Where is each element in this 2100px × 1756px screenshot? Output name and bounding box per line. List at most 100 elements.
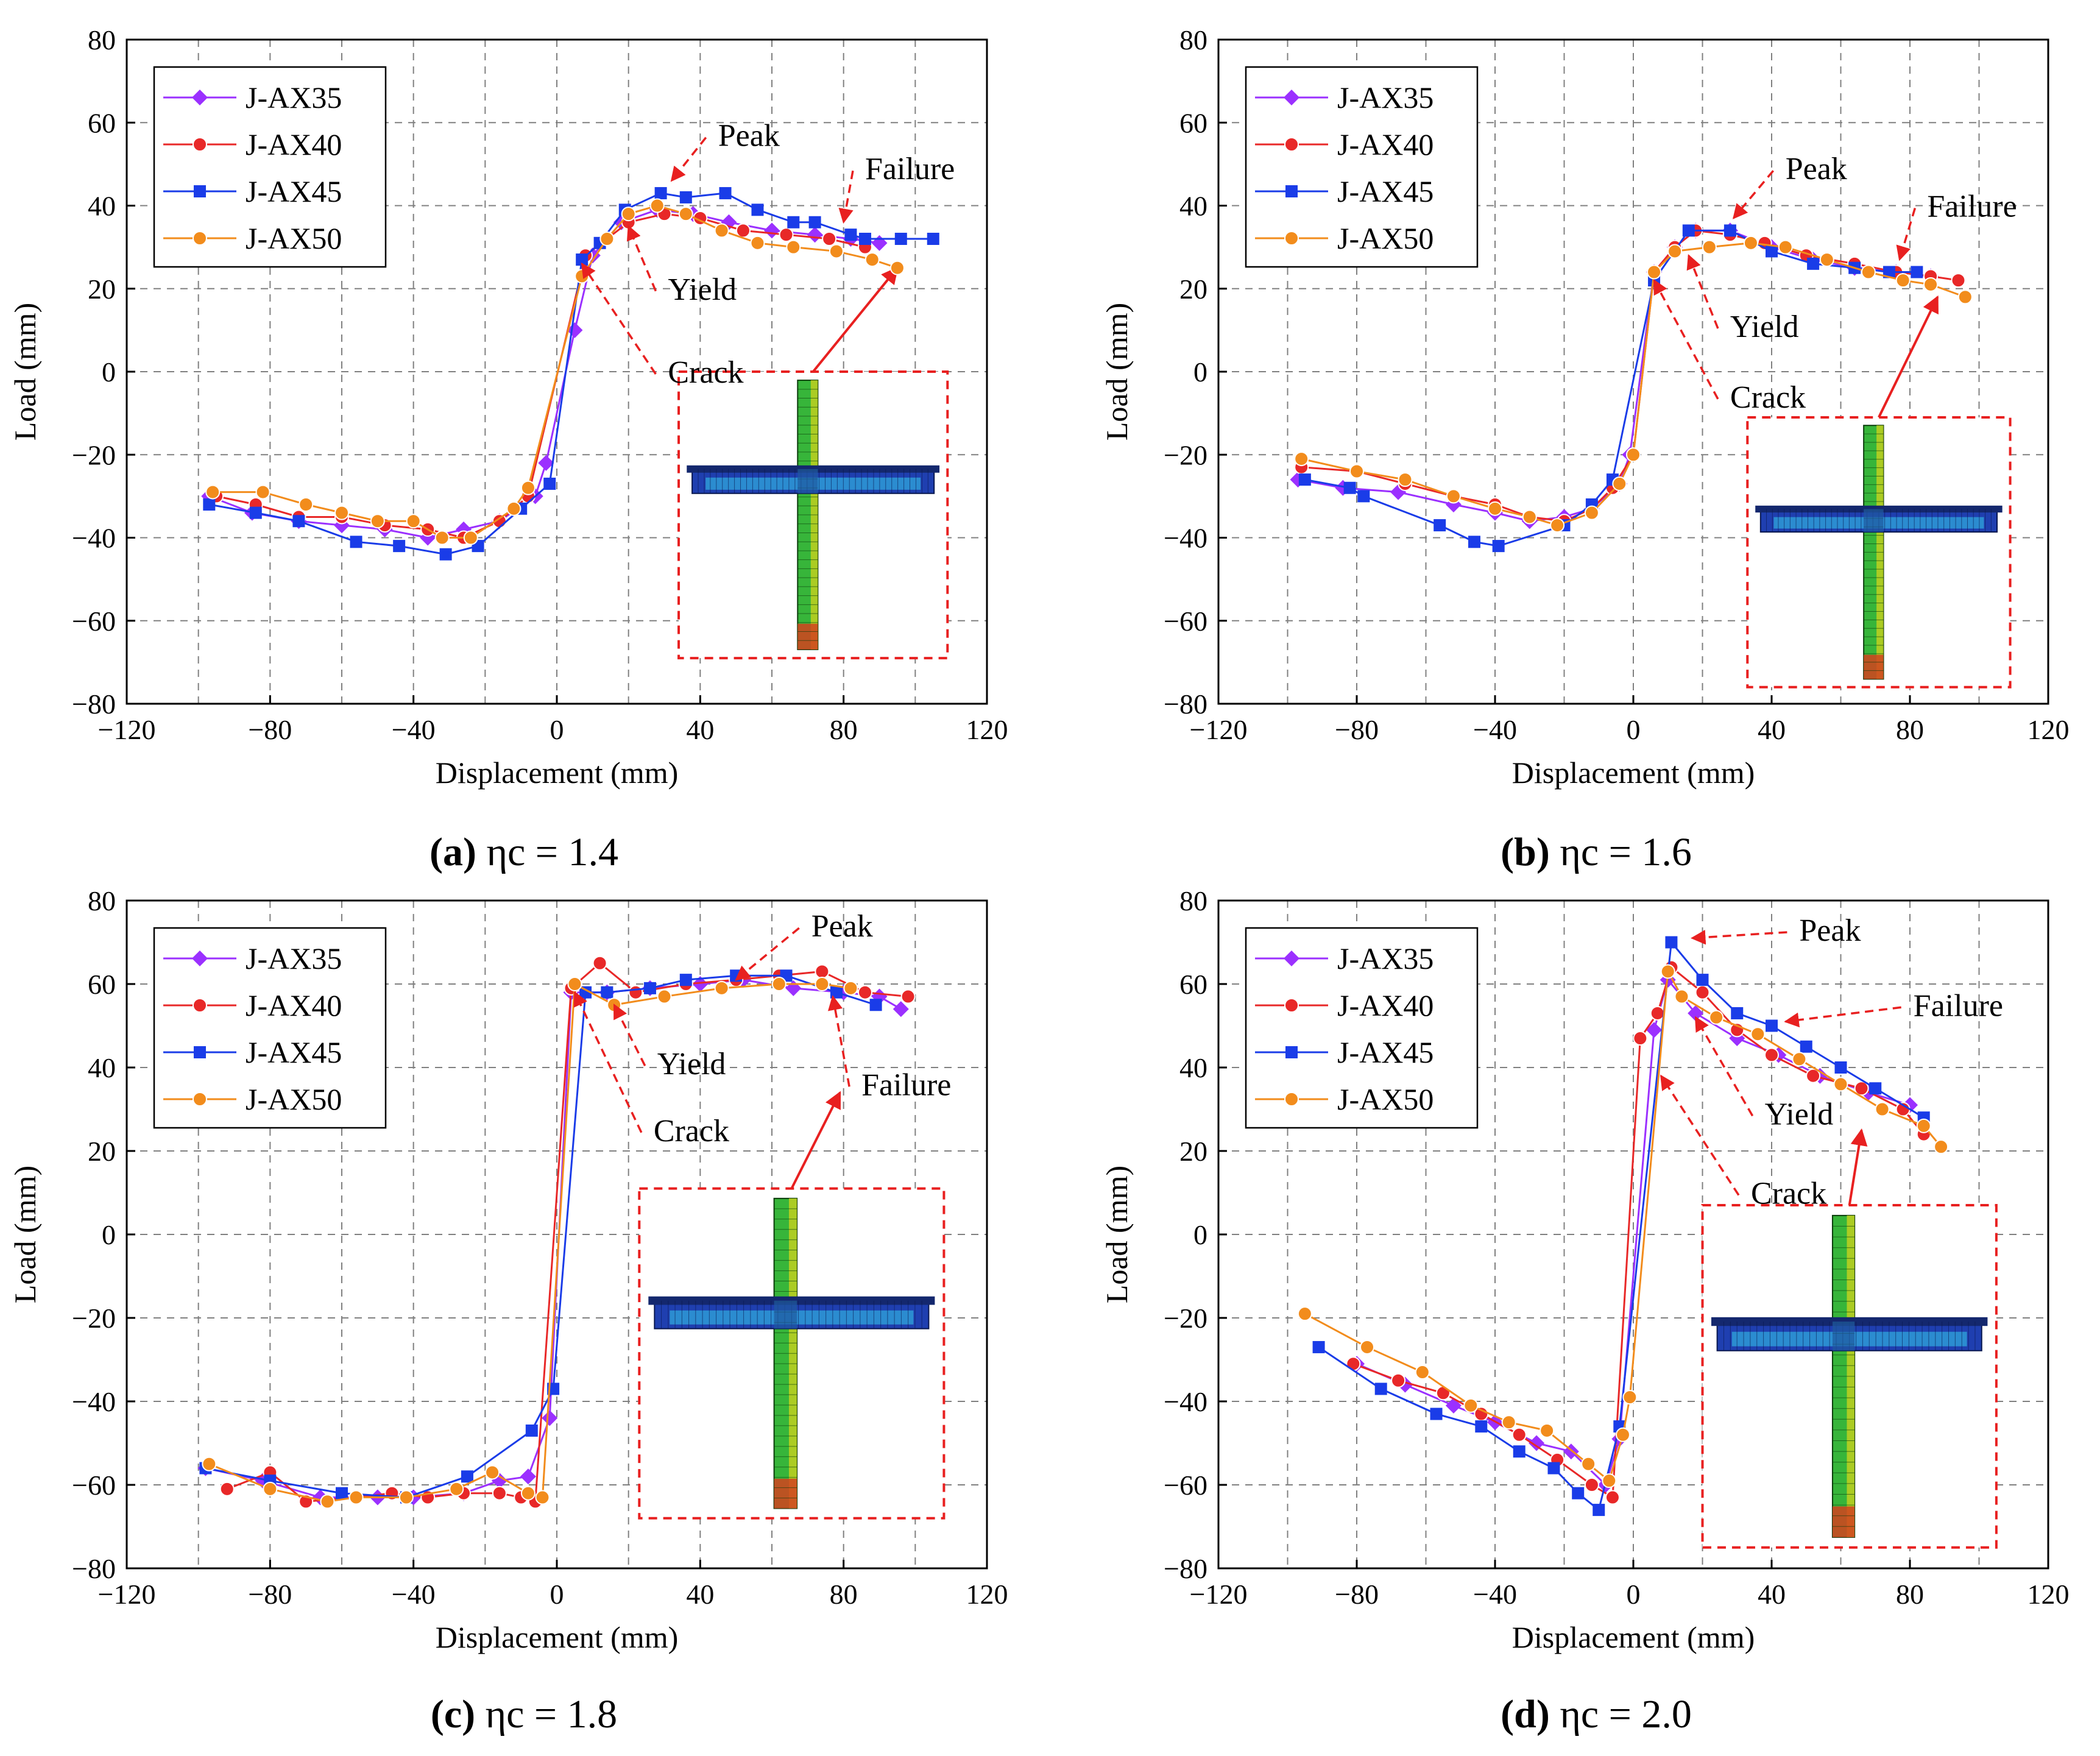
series-line-J-AX50 (208, 982, 851, 1503)
x-tick-label: 40 (1758, 1579, 1786, 1610)
series-J-AX50 (1297, 964, 1949, 1489)
data-point-J-AX50 (1667, 244, 1683, 259)
annotation-yield: Yield (626, 225, 737, 307)
x-tick-label: 0 (550, 1579, 564, 1610)
data-point-J-AX40 (1435, 1386, 1451, 1401)
data-point-J-AX45 (1800, 1040, 1812, 1053)
data-point-J-AX45 (1682, 224, 1695, 237)
data-point-J-AX50 (599, 232, 615, 246)
data-point-J-AX50 (299, 497, 314, 512)
caption-text: ηc = 1.4 (476, 830, 618, 874)
x-tick-label: 0 (1627, 714, 1641, 745)
data-point-J-AX45 (1766, 1019, 1778, 1032)
x-tick-label: −80 (248, 714, 292, 745)
data-point-J-AX40 (735, 223, 751, 238)
data-point-J-AX45 (654, 187, 667, 200)
data-point-J-AX45 (1434, 519, 1446, 532)
y-tick-label: 20 (88, 1136, 116, 1167)
y-tick-label: 40 (1179, 191, 1207, 222)
data-point-J-AX50 (1743, 235, 1758, 250)
data-point-J-AX50 (1626, 447, 1641, 462)
annotation-crack: Crack (581, 262, 744, 390)
legend-label: J-AX35 (246, 941, 342, 975)
data-point-J-AX50 (1934, 1139, 1949, 1155)
figure-caption: (a) ηc = 1.4 (430, 830, 618, 874)
legend-swatch-marker (193, 231, 207, 246)
annotation-arrow (827, 995, 850, 1087)
chart-panel-1: −120 −80 −40 0 40 80 120−80−60−40−20020406080D… (1100, 24, 2070, 874)
legend-label: J-AX50 (246, 221, 342, 255)
data-point-J-AX45 (1869, 1082, 1882, 1095)
y-tick-label: 80 (1179, 885, 1207, 916)
legend-box (1245, 927, 1479, 1129)
data-point-J-AX50 (750, 235, 765, 250)
data-point-J-AX40 (1584, 1478, 1599, 1492)
inset-arrow (1878, 295, 1939, 418)
x-tick-label: −40 (392, 714, 436, 745)
x-tick-label: 0 (1627, 1579, 1641, 1610)
x-tick-label: −80 (1335, 714, 1379, 745)
data-point-J-AX50 (1750, 1027, 1766, 1042)
y-tick-label: −60 (1164, 1470, 1207, 1501)
inset-column-base (1864, 654, 1884, 679)
legend-label: J-AX45 (1337, 1035, 1434, 1069)
data-point-J-AX45 (203, 498, 216, 511)
x-tick-label: −80 (1335, 1579, 1379, 1610)
y-tick-label: −40 (1164, 523, 1207, 554)
data-point-J-AX35 (1445, 1397, 1462, 1414)
inset-joint (1864, 509, 1884, 533)
data-point-J-AX50 (434, 530, 450, 545)
data-point-J-AX50 (864, 252, 880, 267)
annotation-arrow (1733, 170, 1775, 219)
data-point-J-AX50 (1550, 518, 1565, 533)
y-tick-label: 40 (1179, 1052, 1207, 1083)
inset-column-base (774, 1478, 797, 1509)
data-point-J-AX45 (1492, 540, 1505, 553)
legend-label: J-AX40 (1337, 988, 1434, 1022)
annotation-arrow (1660, 1074, 1740, 1196)
series-J-AX50 (202, 977, 858, 1509)
legend-box (1245, 66, 1479, 268)
annotation-label: Crack (654, 1114, 729, 1149)
series-J-AX45 (1312, 936, 1930, 1517)
y-tick-label: 80 (88, 24, 116, 55)
annotation-label: Peak (718, 119, 780, 154)
series-J-AX50 (1294, 235, 1973, 533)
data-point-J-AX45 (1475, 1420, 1488, 1433)
data-point-J-AX50 (678, 207, 693, 222)
data-point-J-AX50 (1957, 289, 1973, 305)
annotation-label: Peak (1786, 152, 1847, 186)
annotation-arrow (1694, 1016, 1754, 1117)
data-point-J-AX50 (370, 514, 385, 529)
legend-box (153, 66, 387, 268)
x-tick-label: 120 (2028, 714, 2070, 745)
annotation-arrow (838, 170, 854, 224)
annotation-label: Failure (865, 152, 955, 186)
data-point-J-AX50 (320, 1494, 335, 1509)
data-point-J-AX45 (1298, 473, 1311, 486)
y-tick-label: 0 (102, 1219, 116, 1250)
annotation-failure: Failure (838, 152, 955, 224)
chart-panel-2: −120 −80 −40 0 40 80 120−80−60−40−20020406080D… (8, 885, 1008, 1737)
y-tick-label: −40 (1164, 1386, 1207, 1417)
data-point-J-AX50 (829, 244, 844, 259)
caption-letter: (a) (430, 830, 476, 874)
y-tick-label: 40 (88, 191, 116, 222)
data-point-J-AX50 (1916, 1118, 1931, 1133)
annotation-label: Yield (1765, 1097, 1834, 1131)
data-point-J-AX50 (1463, 1398, 1479, 1413)
legend-label: J-AX35 (246, 80, 342, 115)
data-point-J-AX45 (1766, 245, 1778, 258)
annotation-failure: Failure (1784, 988, 2003, 1028)
data-point-J-AX35 (871, 235, 888, 251)
x-tick-label: −120 (98, 1579, 156, 1610)
annotation-peak: Peak (1691, 913, 1861, 948)
inset-image (1701, 1204, 1998, 1549)
x-tick-label: −120 (1190, 1579, 1248, 1610)
data-point-J-AX50 (1833, 1077, 1848, 1092)
data-point-J-AX45 (525, 1424, 538, 1437)
data-point-J-AX45 (1731, 1007, 1744, 1019)
annotation-arrow (573, 991, 643, 1133)
data-point-J-AX45 (543, 477, 556, 490)
data-point-J-AX40 (1650, 1005, 1665, 1021)
